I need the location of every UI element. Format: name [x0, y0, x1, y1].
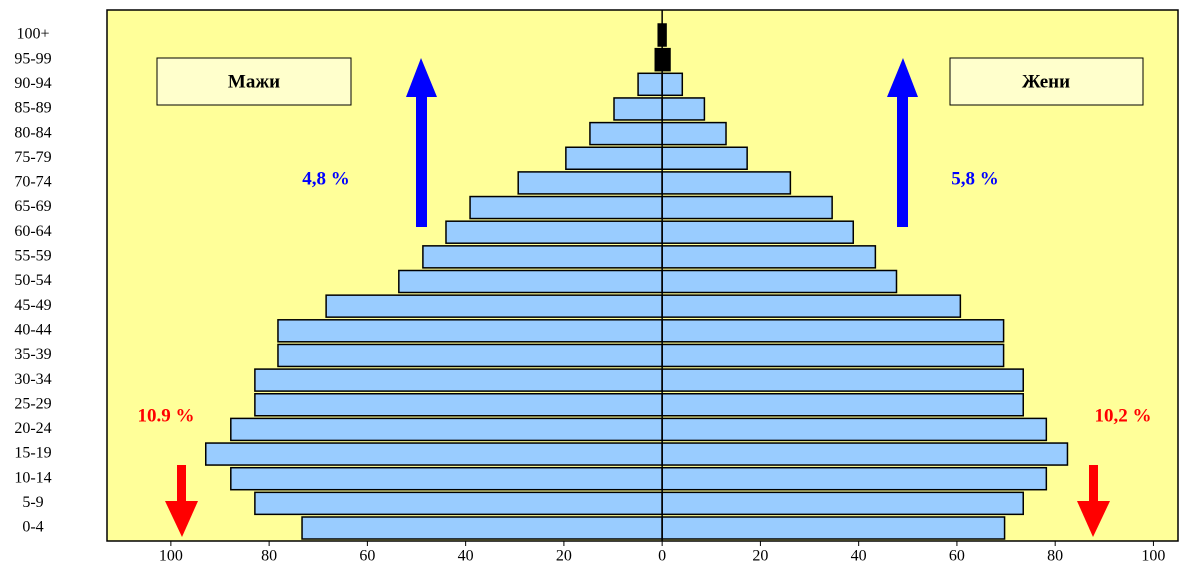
legend-box — [156, 57, 352, 106]
bar — [661, 417, 1048, 442]
y-tick-label: 15-19 — [14, 445, 51, 462]
x-tick-label: 20 — [556, 548, 572, 565]
x-tick-label: 80 — [1047, 548, 1063, 565]
bar — [204, 442, 663, 466]
bar — [661, 368, 1024, 392]
bar — [445, 220, 663, 244]
y-tick-label: 20-24 — [14, 420, 51, 437]
bar — [661, 294, 962, 318]
bar — [661, 319, 1005, 343]
bar — [613, 97, 663, 121]
bar — [254, 491, 663, 516]
bar — [277, 343, 663, 368]
bar — [422, 245, 663, 269]
bar — [637, 72, 663, 97]
bar — [661, 97, 706, 121]
y-tick-label: 45-49 — [14, 297, 51, 314]
y-tick-label: 65-69 — [14, 198, 51, 215]
y-tick-label: 55-59 — [14, 248, 51, 265]
chart-layer — [204, 10, 1069, 541]
y-tick-label: 90-94 — [14, 75, 51, 92]
bar — [254, 393, 663, 417]
bar — [661, 171, 792, 195]
bar — [517, 171, 663, 195]
y-tick-label: 30-34 — [14, 371, 51, 388]
bar — [661, 466, 1048, 491]
bar — [661, 220, 855, 244]
annotation: 10,2 % — [1095, 405, 1152, 426]
y-tick-label: 10-14 — [14, 469, 51, 486]
y-tick-label: 25-29 — [14, 395, 51, 412]
y-tick-label: 60-64 — [14, 223, 51, 240]
bar — [661, 442, 1069, 466]
annotation: 4,8 % — [302, 168, 350, 189]
legend-box — [949, 57, 1144, 106]
bar — [254, 368, 663, 392]
bar — [661, 516, 1006, 540]
x-tick-label: 0 — [658, 548, 666, 565]
y-tick-label: 50-54 — [14, 272, 51, 289]
y-tick-label: 0-4 — [22, 519, 43, 536]
bar — [661, 269, 898, 294]
y-tick-label: 100+ — [16, 26, 49, 43]
arrow — [165, 465, 1110, 537]
bar — [661, 47, 671, 72]
bar — [661, 343, 1005, 368]
bar — [469, 195, 663, 220]
bar — [589, 121, 663, 146]
bar — [230, 417, 663, 442]
bar — [661, 491, 1024, 516]
legend-label: Мажи — [228, 71, 280, 92]
bar — [661, 72, 684, 97]
annotation: 5,8 % — [951, 168, 999, 189]
bar — [301, 516, 663, 540]
bar — [661, 195, 833, 220]
y-tick-label: 85-89 — [14, 100, 51, 117]
x-tick-label: 40 — [458, 548, 474, 565]
y-tick-label: 35-39 — [14, 346, 51, 363]
bar — [661, 393, 1024, 417]
bar — [230, 466, 663, 491]
bar — [661, 245, 877, 269]
bar — [661, 146, 748, 170]
bar — [661, 121, 727, 146]
x-tick-label: 20 — [752, 548, 768, 565]
x-tick-label: 40 — [851, 548, 867, 565]
y-tick-label: 5-9 — [22, 494, 43, 511]
bar — [325, 294, 663, 318]
bar — [654, 47, 663, 72]
bar — [565, 146, 663, 170]
legend-label: Жени — [1022, 71, 1070, 92]
y-tick-label: 80-84 — [14, 124, 51, 141]
x-tick-label: 60 — [949, 548, 965, 565]
y-tick-label: 75-79 — [14, 149, 51, 166]
x-tick-label: 80 — [261, 548, 277, 565]
bar — [398, 269, 663, 294]
x-tick-label: 100 — [159, 548, 183, 565]
y-tick-label: 95-99 — [14, 50, 51, 67]
x-tick-label: 60 — [359, 548, 375, 565]
y-tick-label: 70-74 — [14, 174, 51, 191]
x-tick-label: 100 — [1141, 548, 1165, 565]
arrow — [406, 58, 918, 227]
annotation: 10.9 % — [138, 405, 195, 426]
bar — [277, 319, 663, 343]
y-tick-label: 40-44 — [14, 321, 51, 338]
